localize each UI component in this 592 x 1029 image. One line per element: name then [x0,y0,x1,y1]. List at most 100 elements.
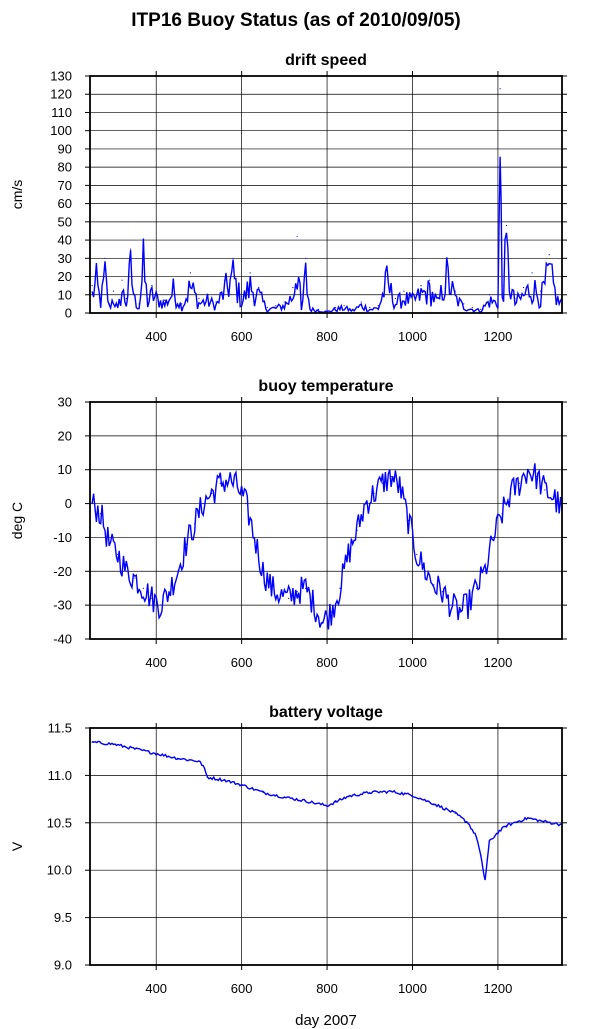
data-point [245,502,247,505]
y-tick-label: 20 [58,428,72,443]
data-point [326,310,328,312]
data-point [112,743,115,745]
data-point [488,841,490,843]
y-tick-label: -10 [53,530,72,545]
data-point [381,482,384,484]
data-point [283,301,285,303]
x-tick-label: 1000 [398,655,427,670]
x-axis-label: day 2007 [295,1012,357,1029]
data-point [142,587,144,589]
data-point [138,303,140,305]
data-point [505,825,508,827]
data-point [270,587,273,589]
data-point [454,812,456,814]
data-point [236,486,238,488]
data-point [134,577,136,579]
data-point [91,741,93,743]
data-point [317,308,320,310]
data-point [411,294,414,296]
chart-title: battery voltage [269,704,383,721]
data-point [202,502,204,505]
data-point [112,290,115,292]
data-point [198,297,200,300]
y-tick-label: 40 [58,233,72,248]
data-point [514,297,516,300]
data-point [475,587,478,589]
data-point [176,570,179,572]
data-point [185,543,187,545]
data-point [493,536,495,539]
y-tick-label: 70 [58,178,72,193]
data-point [330,611,332,613]
y-tick-label: 130 [50,69,72,84]
data-point [91,285,93,287]
data-point [390,475,392,478]
data-point [450,604,452,606]
data-point [159,604,162,606]
data-point [125,570,127,572]
data-point [505,224,508,227]
data-point [305,800,307,802]
data-point [275,305,277,307]
x-tick-label: 1000 [398,981,427,996]
data-point [211,492,213,495]
data-point [433,584,435,586]
y-tick-label: 11.5 [48,721,72,736]
data-point [373,492,375,495]
y-tick-label: 9.5 [54,910,72,925]
data-point [501,513,503,515]
data-point [527,469,529,471]
y-tick-label: 30 [58,251,72,266]
y-tick-label: 110 [51,105,72,120]
data-point [223,779,226,781]
data-point [300,308,303,310]
x-tick-label: 1000 [398,329,427,344]
x-tick-label: 1200 [483,981,512,996]
data-point [134,294,136,296]
data-point [189,272,191,274]
page-title: ITP16 Buoy Status (as of 2010/09/05) [131,10,461,31]
data-point [309,306,311,309]
y-axis-label: V [9,841,25,851]
data-point [347,553,350,555]
data-point [535,475,537,478]
data-point [482,869,484,871]
data-point [198,760,200,762]
data-point [241,784,243,786]
data-point [510,492,512,495]
data-point [403,290,405,292]
data-point [518,482,520,484]
data-point [219,482,221,484]
data-point [100,513,102,515]
data-point [164,299,166,301]
data-point [369,791,371,794]
data-point [557,294,559,296]
chart-panel-3: 400 600 800 1000 1200 9.0 9.5 10.0 10.5 11.0 11.5 b… [9,704,567,996]
data-point [347,795,350,797]
data-point [176,757,179,759]
data-point [241,295,243,298]
x-tick-label: 600 [231,655,253,670]
x-tick-label: 600 [231,981,253,996]
data-point [552,496,555,498]
y-tick-label: -30 [53,598,72,613]
data-point [206,776,209,778]
data-point [471,306,473,309]
y-tick-label: 90 [58,141,72,156]
y-tick-label: 0 [65,496,72,511]
data-point [501,285,503,287]
y-tick-label: 9.0 [54,958,72,973]
data-point [522,286,525,289]
data-point [108,303,110,305]
data-point [343,305,345,307]
data-point [296,591,298,593]
data-point [206,294,209,296]
data-point [262,791,264,794]
data-point [369,306,371,309]
chart-panel-1: 400 600 800 1000 1200 0 10 20 30 40 50 60 70 80 90 100 1… [9,52,567,344]
y-tick-label: 0 [65,306,72,321]
data-point [288,597,290,599]
data-point [151,285,153,287]
x-tick-label: 800 [316,329,338,344]
data-point [326,805,328,807]
